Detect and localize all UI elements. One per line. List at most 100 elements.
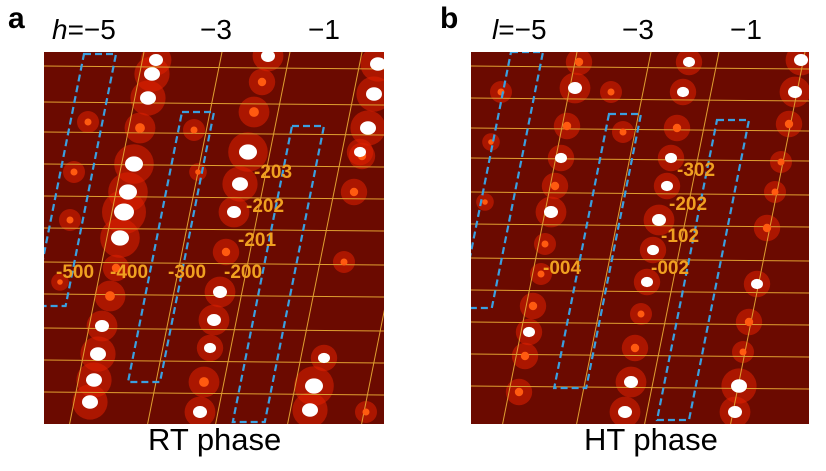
b-diffraction-spot	[652, 214, 666, 226]
b-weak-spot	[762, 223, 772, 233]
a-weak-spot	[257, 77, 267, 87]
a-grid-row-line	[44, 391, 384, 396]
a-diffraction-spot	[111, 230, 129, 246]
a-diffraction-spot	[193, 406, 207, 418]
a-weak-spot	[135, 123, 145, 133]
b-grid-row-line	[471, 65, 809, 70]
b-weak-spot	[482, 199, 488, 205]
panel-b-caption: HT phase	[584, 422, 718, 457]
panel-a-letter: a	[8, 2, 25, 35]
b-weak-spot	[528, 301, 538, 311]
b-weak-spot	[619, 128, 627, 136]
panel-b-letter: b	[440, 2, 459, 35]
a-diffraction-spot	[82, 395, 98, 409]
a-diffraction-spot	[261, 52, 275, 62]
b-grid-row-line	[471, 223, 809, 228]
b-dashed-box	[471, 52, 545, 310]
b-grid-column-line	[502, 52, 578, 424]
b-grid-row-line	[471, 289, 809, 294]
b-weak-spot	[562, 121, 572, 131]
b-diffraction-spot	[661, 180, 673, 192]
panel-a-tick-minus5: =−5	[67, 14, 116, 45]
a-diffraction-spot	[302, 403, 318, 417]
panel-a-label-m500: -500	[56, 262, 94, 283]
a-grid-row-line	[44, 65, 384, 70]
b-grid-row-line	[471, 157, 809, 162]
a-grid-row-line	[44, 359, 384, 364]
a-grid-row-line	[44, 131, 384, 136]
a-weak-spot	[190, 126, 198, 134]
a-diffraction-spot	[232, 177, 248, 191]
b-weak-spot	[514, 387, 524, 397]
a-grid-column-line	[361, 309, 384, 424]
a-diffraction-spot	[207, 314, 221, 326]
panel-a-pattern-svg: -203 -202 -201 -500 -400 -300 -200	[44, 52, 384, 424]
b-grid-row-line	[471, 385, 809, 390]
panel-b-axis-header: l=−5	[492, 14, 547, 46]
panel-a-tick-minus3: −3	[200, 14, 232, 45]
a-dashed-box	[231, 124, 326, 424]
b-diffraction-spot	[751, 278, 763, 290]
a-diffraction-spot	[144, 67, 160, 81]
a-diffraction-spot	[114, 203, 134, 221]
a-grid-row-line	[44, 101, 384, 106]
b-diffraction-spot	[523, 326, 535, 338]
b-grid-row-line	[471, 127, 809, 132]
a-weak-spot	[57, 279, 63, 285]
a-grid-row-line	[44, 261, 384, 266]
a-diffraction-spot	[119, 184, 137, 200]
b-weak-spot	[739, 348, 747, 356]
a-weak-spot	[349, 187, 359, 197]
b-diffraction-spot	[683, 56, 695, 68]
b-weak-spot	[630, 343, 640, 353]
a-weak-spot	[66, 216, 74, 224]
b-weak-spot	[520, 351, 530, 361]
a-dashed-box	[126, 110, 216, 384]
b-diffraction-spot	[731, 379, 747, 393]
panel-b-axis-symbol: l	[492, 14, 499, 45]
panel-a-diffraction-pattern: -203 -202 -201 -500 -400 -300 -200	[44, 52, 384, 424]
panel-b-tick-minus1: −1	[730, 14, 762, 45]
a-weak-spot	[340, 258, 348, 266]
b-diffraction-spot	[647, 244, 659, 256]
a-grid-column-line	[69, 52, 145, 424]
panel-a-axis-symbol: h	[52, 14, 68, 45]
b-grid-column-line	[730, 52, 806, 424]
a-weak-spot	[362, 408, 370, 416]
a-diffraction-spot	[239, 144, 257, 160]
b-grid-row-line	[471, 97, 809, 102]
panel-a-tick-minus1: −1	[308, 14, 340, 45]
b-weak-spot	[771, 188, 779, 196]
b-grid-column-line	[644, 52, 720, 424]
panel-a-label-m202: -202	[246, 196, 284, 217]
b-weak-spot	[637, 310, 645, 318]
b-diffraction-spot	[665, 152, 677, 164]
panel-b-tick-minus3: −3	[622, 14, 654, 45]
a-diffraction-spot	[360, 121, 376, 135]
a-diffraction-spot	[86, 373, 102, 387]
a-grid-column-line	[147, 52, 223, 424]
b-grid-row-line	[471, 321, 809, 326]
a-diffraction-spot	[370, 57, 384, 71]
b-weak-spot	[672, 123, 682, 133]
a-diffraction-spot	[305, 378, 323, 394]
b-diffraction-spot	[641, 276, 653, 288]
b-weak-spot	[744, 317, 754, 327]
panel-b-label-m302: -302	[677, 160, 715, 181]
a-grid-row-line	[44, 293, 384, 298]
a-weak-spot	[249, 107, 259, 117]
a-grid-row-line	[44, 195, 384, 200]
b-diffraction-spot	[618, 406, 632, 418]
panel-b-tick-minus5: =−5	[498, 14, 547, 45]
panel-b-pattern-svg: -302 -202 -102 -004 -002	[471, 52, 809, 424]
a-weak-spot	[221, 247, 231, 257]
b-diffraction-spot	[794, 54, 808, 66]
a-grid-row-line	[44, 163, 384, 168]
b-diffraction-spot	[788, 86, 802, 98]
b-weak-spot	[574, 57, 584, 67]
a-diffraction-spot	[204, 342, 216, 354]
b-grid-row-line	[471, 191, 809, 196]
panel-a-label-m400: -400	[110, 262, 148, 283]
b-diffraction-spot	[544, 206, 558, 218]
panel-b-label-m102: -102	[661, 226, 699, 247]
